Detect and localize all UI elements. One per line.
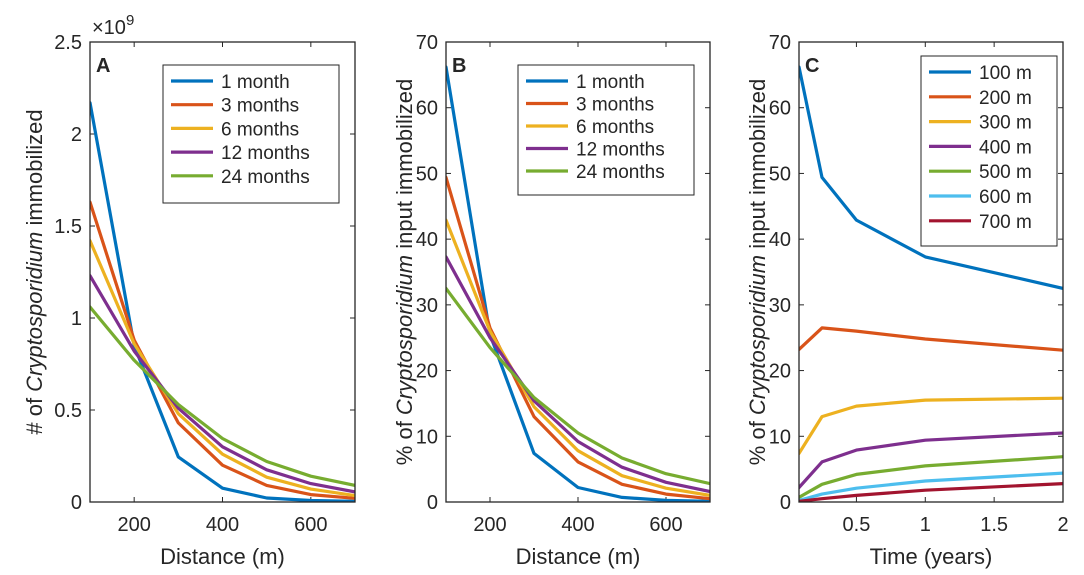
y-tick-label: 20 — [416, 361, 438, 383]
y-tick-label: 2.5 — [54, 32, 82, 54]
y-axis-label-part: input immobilized — [392, 79, 417, 255]
legend-label: 12 months — [221, 143, 310, 164]
x-axis-label: Time (years) — [870, 544, 993, 569]
series-line-6-months — [446, 218, 710, 497]
y-tick-label: 60 — [769, 98, 791, 120]
axes-box — [445, 41, 711, 503]
series-line-12-months — [446, 255, 710, 494]
legend-label: 1 month — [576, 72, 645, 93]
x-tick-label: 600 — [649, 514, 682, 536]
series-line-400-m — [799, 431, 1063, 490]
y-axis-label-part: Cryptosporidium — [745, 255, 770, 415]
axis-exponent-power: 9 — [126, 12, 134, 29]
series-line-200-m — [799, 326, 1063, 352]
x-axis-label: Distance (m) — [160, 544, 285, 569]
legend-label: 600 m — [979, 187, 1032, 208]
x-tick-label: 400 — [206, 514, 239, 536]
x-tick-label: 1.5 — [980, 514, 1008, 536]
y-axis-label: # of Cryptosporidium immobilized — [22, 109, 47, 434]
legend-label: 300 m — [979, 113, 1032, 134]
y-axis-label-part: % of — [392, 415, 417, 465]
y-axis-label-part: input immobilized — [745, 79, 770, 255]
x-tick-label: 0.5 — [843, 514, 871, 536]
series-line-6-months — [90, 239, 355, 498]
panel-a: 0 0.5 1 1.5 2 2.5 200 400 600 A ×109 Distance (m) # … — [22, 12, 356, 569]
legend-label: 6 months — [221, 119, 299, 140]
x-tick-label: 1 — [920, 514, 931, 536]
y-tick-label: 10 — [416, 426, 438, 448]
legend-label: 500 m — [979, 162, 1032, 183]
series-group — [799, 65, 1063, 502]
legend-label: 24 months — [576, 162, 665, 183]
legend-box — [920, 55, 1058, 247]
y-axis-label: % of Cryptosporidium input immobilized — [392, 79, 417, 465]
legend-box — [517, 64, 695, 196]
x-tick-label: 2 — [1057, 514, 1068, 536]
y-axis-label-part: Cryptosporidium — [22, 232, 47, 392]
y-tick-label: 30 — [416, 295, 438, 317]
y-tick-label: 50 — [416, 163, 438, 185]
x-tick-label: 600 — [294, 514, 327, 536]
legend: 100 m 200 m 300 m 400 m 500 m 600 m 700 m — [920, 55, 1058, 247]
series-group — [90, 101, 355, 502]
y-tick-label: 1 — [71, 308, 82, 330]
legend-label: 12 months — [576, 140, 665, 161]
legend-label: 400 m — [979, 137, 1032, 158]
axis-exponent-base: ×10 — [92, 17, 126, 39]
panel-label: A — [96, 55, 110, 77]
panel-label: C — [805, 55, 819, 77]
y-tick-label: 0 — [427, 492, 438, 514]
axes-box — [798, 41, 1064, 503]
y-axis-label-part: # of — [22, 392, 47, 435]
y-tick-label: 2 — [71, 124, 82, 146]
y-tick-label: 30 — [769, 295, 791, 317]
y-axis-label-part: % of — [745, 415, 770, 465]
legend-label: 3 months — [576, 95, 654, 116]
y-tick-label: 0.5 — [54, 400, 82, 422]
y-axis-label: % of Cryptosporidium input immobilized — [745, 79, 770, 465]
y-tick-label: 10 — [769, 426, 791, 448]
series-line-700-m — [799, 482, 1063, 502]
panel-c: 0 10 20 30 40 50 60 70 0.5 1 1.5 2 C Time (years) % of… — [745, 32, 1069, 569]
y-tick-label: 40 — [416, 229, 438, 251]
series-line-600-m — [799, 471, 1063, 502]
x-tick-label: 400 — [561, 514, 594, 536]
legend-box — [162, 64, 340, 204]
y-tick-label: 70 — [769, 32, 791, 54]
legend-label: 700 m — [979, 212, 1032, 233]
y-tick-label: 1.5 — [54, 216, 82, 238]
series-line-12-months — [90, 274, 355, 494]
panel-b: 0 10 20 30 40 50 60 70 200 400 600 B Distance (m) % o… — [392, 32, 711, 569]
series-line-500-m — [799, 455, 1063, 499]
series-line-300-m — [799, 396, 1063, 455]
x-tick-label: 200 — [117, 514, 150, 536]
legend-label: 200 m — [979, 88, 1032, 109]
y-axis-label-part: immobilized — [22, 109, 47, 231]
legend-label: 6 months — [576, 117, 654, 138]
series-group — [446, 65, 710, 502]
y-tick-label: 50 — [769, 163, 791, 185]
legend-label: 100 m — [979, 63, 1032, 84]
y-axis-label-part: Cryptosporidium — [392, 255, 417, 415]
series-line-24-months — [90, 305, 355, 487]
legend-label: 24 months — [221, 167, 310, 188]
series-line-24-months — [446, 286, 710, 486]
series-line-100-m — [799, 65, 1063, 290]
legend-label: 3 months — [221, 96, 299, 117]
axis-exponent: ×109 — [92, 12, 134, 39]
y-tick-label: 70 — [416, 32, 438, 54]
y-tick-label: 40 — [769, 229, 791, 251]
legend-label: 1 month — [221, 72, 290, 93]
axes-box — [89, 41, 356, 503]
x-axis-label: Distance (m) — [516, 544, 641, 569]
y-tick-label: 60 — [416, 98, 438, 120]
y-tick-label: 0 — [71, 492, 82, 514]
y-tick-label: 0 — [780, 492, 791, 514]
y-tick-label: 20 — [769, 361, 791, 383]
x-tick-label: 200 — [473, 514, 506, 536]
panel-label: B — [452, 55, 466, 77]
